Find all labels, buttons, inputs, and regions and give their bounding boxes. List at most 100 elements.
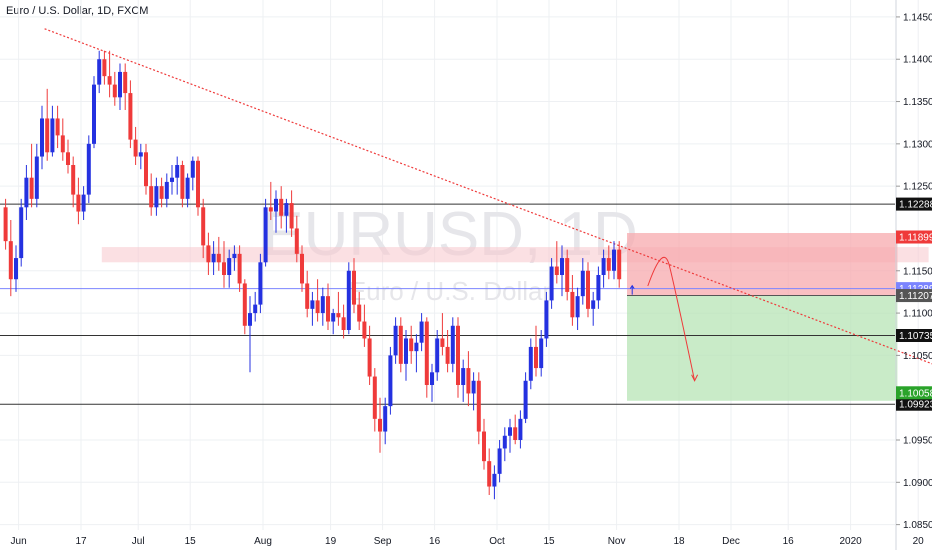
projection-arrowhead bbox=[691, 374, 699, 382]
candle-body bbox=[45, 118, 50, 153]
candle-body bbox=[398, 325, 403, 364]
candle-body bbox=[346, 270, 351, 330]
candle-body bbox=[268, 207, 273, 212]
candle-body bbox=[528, 346, 533, 381]
candle-body bbox=[227, 258, 232, 275]
candle-body bbox=[617, 249, 622, 280]
candle-body bbox=[372, 376, 377, 419]
candle-body bbox=[534, 346, 538, 369]
level-tag: 1.10735 bbox=[899, 331, 932, 342]
candle-body bbox=[518, 418, 523, 440]
chart-title: Euro / U.S. Dollar, 1D, FXCM bbox=[6, 5, 149, 17]
candle-body bbox=[341, 317, 346, 330]
candle-body bbox=[71, 165, 76, 195]
entry-arrow-icon bbox=[629, 284, 635, 295]
candle-body bbox=[149, 186, 154, 208]
level-tag-bg bbox=[896, 329, 932, 342]
candle-body bbox=[570, 291, 575, 318]
candle-body bbox=[591, 300, 596, 309]
candle-body bbox=[352, 270, 356, 305]
candle-body bbox=[19, 207, 24, 259]
candle-body bbox=[55, 118, 60, 136]
candle-body bbox=[497, 448, 502, 474]
candle-body bbox=[367, 338, 372, 377]
x-tick-label: Nov bbox=[608, 536, 626, 547]
candle-body bbox=[242, 283, 247, 326]
candle-body bbox=[164, 181, 169, 199]
y-tick-label: 1.13500 bbox=[903, 97, 932, 108]
candle-body bbox=[97, 59, 102, 85]
candle-body bbox=[539, 338, 544, 369]
candle-body bbox=[326, 296, 330, 322]
candle-body bbox=[456, 325, 460, 385]
candle-body bbox=[14, 258, 18, 280]
candle-body bbox=[606, 258, 611, 271]
y-tick-label: 1.09000 bbox=[903, 478, 932, 489]
candle-body bbox=[289, 203, 294, 229]
candle-body bbox=[445, 346, 450, 364]
candle-body bbox=[523, 380, 528, 419]
candle-body bbox=[461, 368, 466, 385]
take-profit-box[interactable] bbox=[627, 295, 898, 401]
candle-body bbox=[258, 262, 263, 305]
y-tick-label: 1.09500 bbox=[903, 436, 932, 447]
candle-body bbox=[404, 338, 408, 364]
y-tick-label: 1.10500 bbox=[903, 351, 932, 362]
candle-body bbox=[248, 313, 252, 326]
candle-body bbox=[544, 300, 549, 339]
candle-body bbox=[393, 325, 398, 356]
candle-body bbox=[190, 160, 195, 178]
candle-body bbox=[565, 258, 570, 292]
candle-body bbox=[138, 152, 143, 157]
candle-body bbox=[388, 355, 393, 407]
candle-body bbox=[320, 296, 325, 314]
candle-body bbox=[216, 253, 221, 263]
y-tick-label: 1.13000 bbox=[903, 139, 932, 150]
candle-body bbox=[60, 135, 65, 153]
candle-body bbox=[424, 321, 429, 385]
y-tick-label: 1.14500 bbox=[903, 12, 932, 23]
stop-loss-box[interactable] bbox=[627, 233, 898, 296]
candle-body bbox=[211, 253, 216, 263]
candle-body bbox=[144, 152, 148, 187]
candle-body bbox=[29, 177, 34, 199]
candle-body bbox=[222, 262, 226, 275]
level-tag: 1.12288 bbox=[899, 200, 932, 211]
candle-body bbox=[508, 427, 512, 436]
watermark-name: Euro / U.S. Dollar bbox=[349, 276, 552, 306]
x-tick-label: 20 bbox=[913, 536, 925, 547]
candle-body bbox=[123, 71, 128, 94]
candle-body bbox=[196, 160, 200, 208]
trend-line[interactable] bbox=[44, 28, 932, 367]
candle-body bbox=[274, 198, 278, 212]
x-tick-label: 2020 bbox=[839, 536, 862, 547]
candle-body bbox=[300, 253, 304, 284]
candle-body bbox=[201, 207, 206, 246]
target-price-tag: 1.10058 bbox=[899, 388, 932, 399]
x-tick-label: Jul bbox=[132, 536, 145, 547]
x-tick-label: Dec bbox=[722, 536, 740, 547]
candle-body bbox=[24, 177, 29, 208]
candle-body bbox=[336, 313, 341, 318]
x-tick-label: Jun bbox=[11, 536, 27, 547]
candle-body bbox=[586, 270, 590, 309]
candle-body bbox=[383, 406, 388, 432]
candle-body bbox=[76, 194, 81, 212]
candle-body bbox=[170, 177, 174, 182]
candle-body bbox=[175, 165, 180, 178]
level-tag-bg bbox=[896, 397, 932, 411]
candle-body bbox=[362, 321, 367, 339]
candle-body bbox=[315, 300, 320, 314]
candle-body bbox=[554, 266, 559, 275]
candle-body bbox=[419, 321, 424, 343]
candle-body bbox=[378, 418, 382, 432]
candle-body bbox=[294, 228, 299, 254]
candle-body bbox=[596, 275, 601, 301]
candle-body bbox=[118, 71, 122, 98]
candle-body bbox=[409, 338, 414, 352]
candle-body bbox=[185, 177, 190, 199]
candle-body bbox=[112, 84, 117, 98]
candle-body bbox=[263, 207, 268, 263]
